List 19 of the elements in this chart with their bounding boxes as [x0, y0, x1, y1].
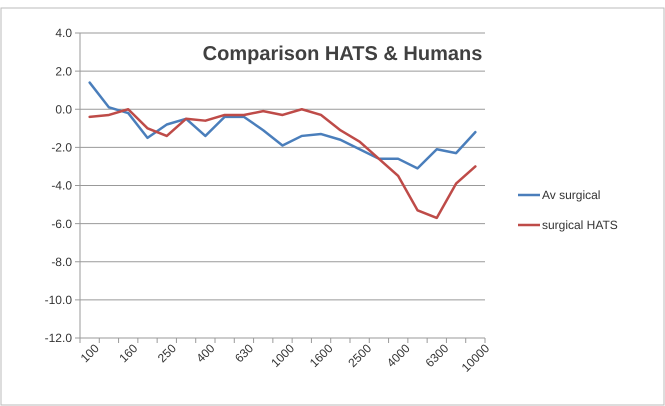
y-tick-label: -12.0 [44, 331, 72, 346]
text: Comparison HATS & Humans [202, 43, 482, 65]
x-tick-label: 630 [232, 341, 256, 366]
line-series [88, 108, 477, 220]
legend-label: surgical HATS [542, 218, 618, 232]
y-tick-label: -4.0 [51, 178, 72, 193]
legend-label: Av surgical [542, 188, 600, 202]
y-tick-label: -8.0 [51, 254, 72, 269]
y-tick-label: 4.0 [55, 26, 72, 40]
y-tick-label: -6.0 [51, 216, 72, 231]
line-series [88, 81, 477, 170]
y-tick-label: -2.0 [51, 140, 72, 155]
x-tick-label: 100 [78, 341, 102, 366]
y-tick-label: -10.0 [44, 293, 72, 308]
x-tick-label: 250 [154, 341, 180, 366]
x-tick-label: 160 [116, 341, 141, 366]
y-tick-label: 0.0 [55, 102, 72, 116]
x-tick-label: 400 [193, 341, 218, 366]
y-tick-label: 2.0 [55, 64, 72, 78]
